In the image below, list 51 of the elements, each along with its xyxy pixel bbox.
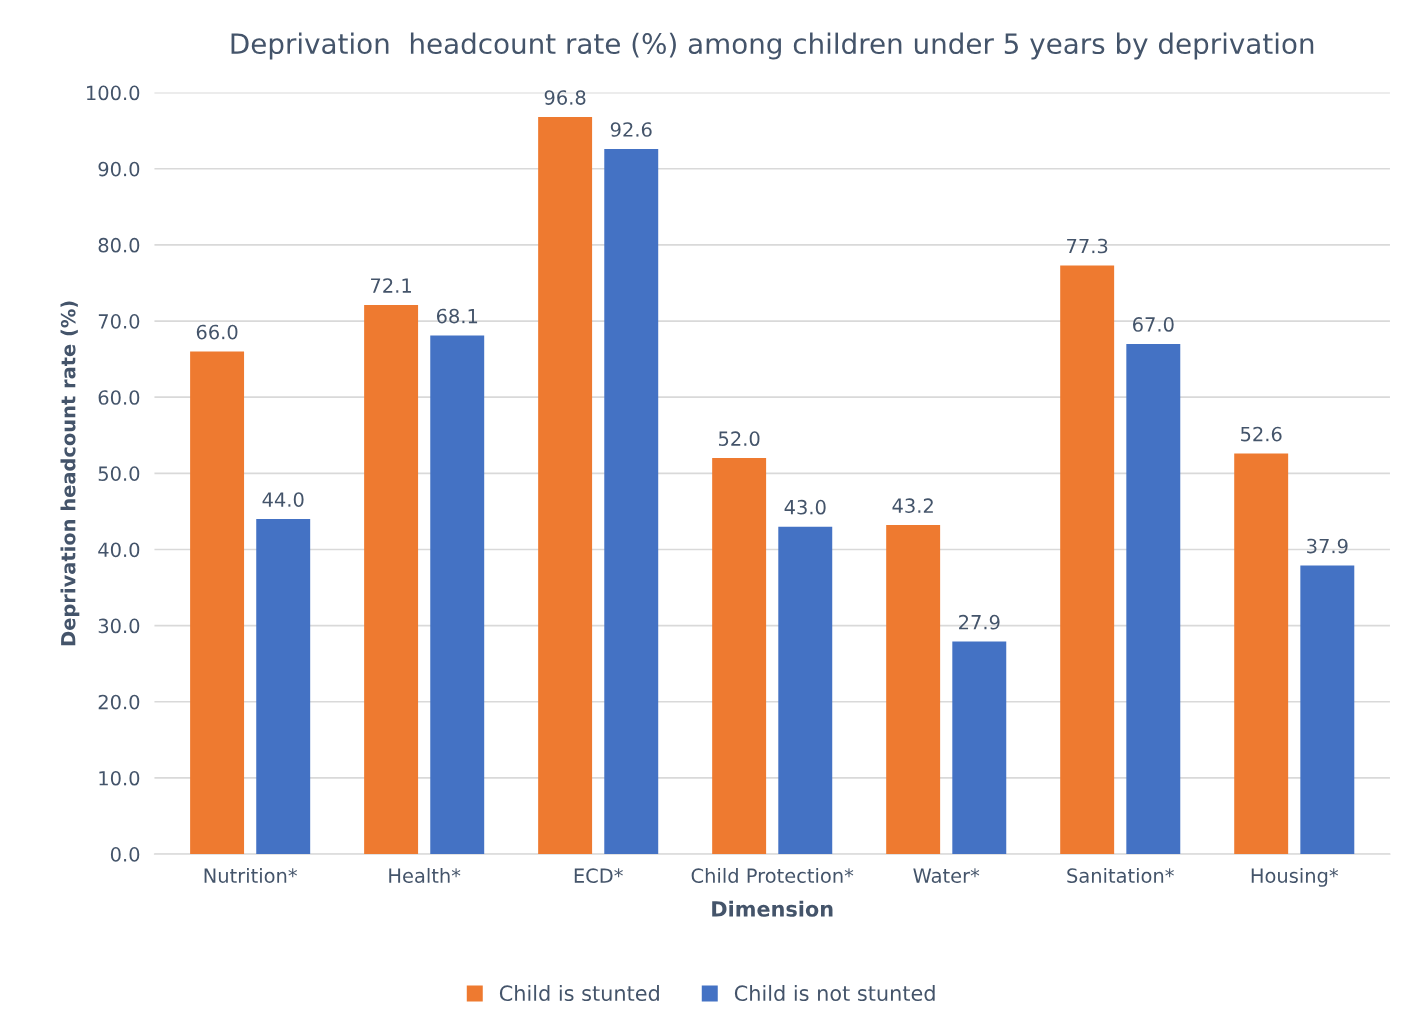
y-tick-label: 90.0 [98,161,140,177]
bar [538,116,593,855]
bar [1300,565,1355,855]
y-tick-label: 20.0 [98,694,140,710]
y-tick-label: 0.0 [110,847,140,862]
data-label: 92.6 [610,122,652,137]
y-tick-label: 80.0 [98,237,140,253]
y-axis-title: Deprivation headcount rate (%) [60,301,80,646]
data-label: 52.6 [1241,426,1282,442]
data-label: 44.0 [262,492,304,507]
data-label: 77.3 [1067,238,1108,254]
bar [886,525,941,855]
legend-label: Child is not stunted [734,984,935,1002]
bar [1060,265,1115,855]
bar [1234,453,1289,855]
bar [256,519,311,855]
bar [364,305,419,855]
x-tick-label: Housing* [1251,867,1339,887]
y-tick-label: 60.0 [98,390,140,405]
bar [604,148,659,855]
legend-label: Child is stunted [499,984,659,1002]
y-tick-label: 50.0 [98,466,140,481]
data-label: 96.8 [544,90,586,105]
x-tick-label: ECD* [574,868,623,884]
data-label: 72.1 [371,278,411,293]
data-label: 66.0 [196,324,238,340]
data-label: 43.0 [784,499,826,515]
x-tick-label: Sanitation* [1067,867,1174,884]
data-label: 52.0 [718,431,760,447]
y-tick-label: 40.0 [98,542,140,558]
bar [430,335,485,855]
data-label: 37.9 [1307,538,1348,554]
bar [1126,343,1181,855]
y-tick-label: 100.0 [87,85,140,101]
x-axis-title: Dimension [712,900,833,917]
y-tick-label: 70.0 [98,314,140,329]
x-tick-label: Nutrition* [204,867,297,884]
x-tick-label: Water* [913,868,980,884]
x-tick-label: Child Protection* [691,867,854,884]
data-label: 43.2 [892,498,933,514]
y-tick-label: 30.0 [98,618,140,634]
data-label: 67.0 [1133,317,1174,332]
chart-title: Deprivation headcount rate (%) among children under 5 years by deprivation [231,32,1314,60]
data-label: 68.1 [436,308,478,324]
x-tick-label: Health* [389,867,461,884]
bar [778,526,833,855]
bar [712,458,767,855]
bar [952,641,1007,855]
data-label: 27.9 [959,614,1000,630]
bar [190,351,245,855]
y-tick-label: 10.0 [99,770,140,786]
